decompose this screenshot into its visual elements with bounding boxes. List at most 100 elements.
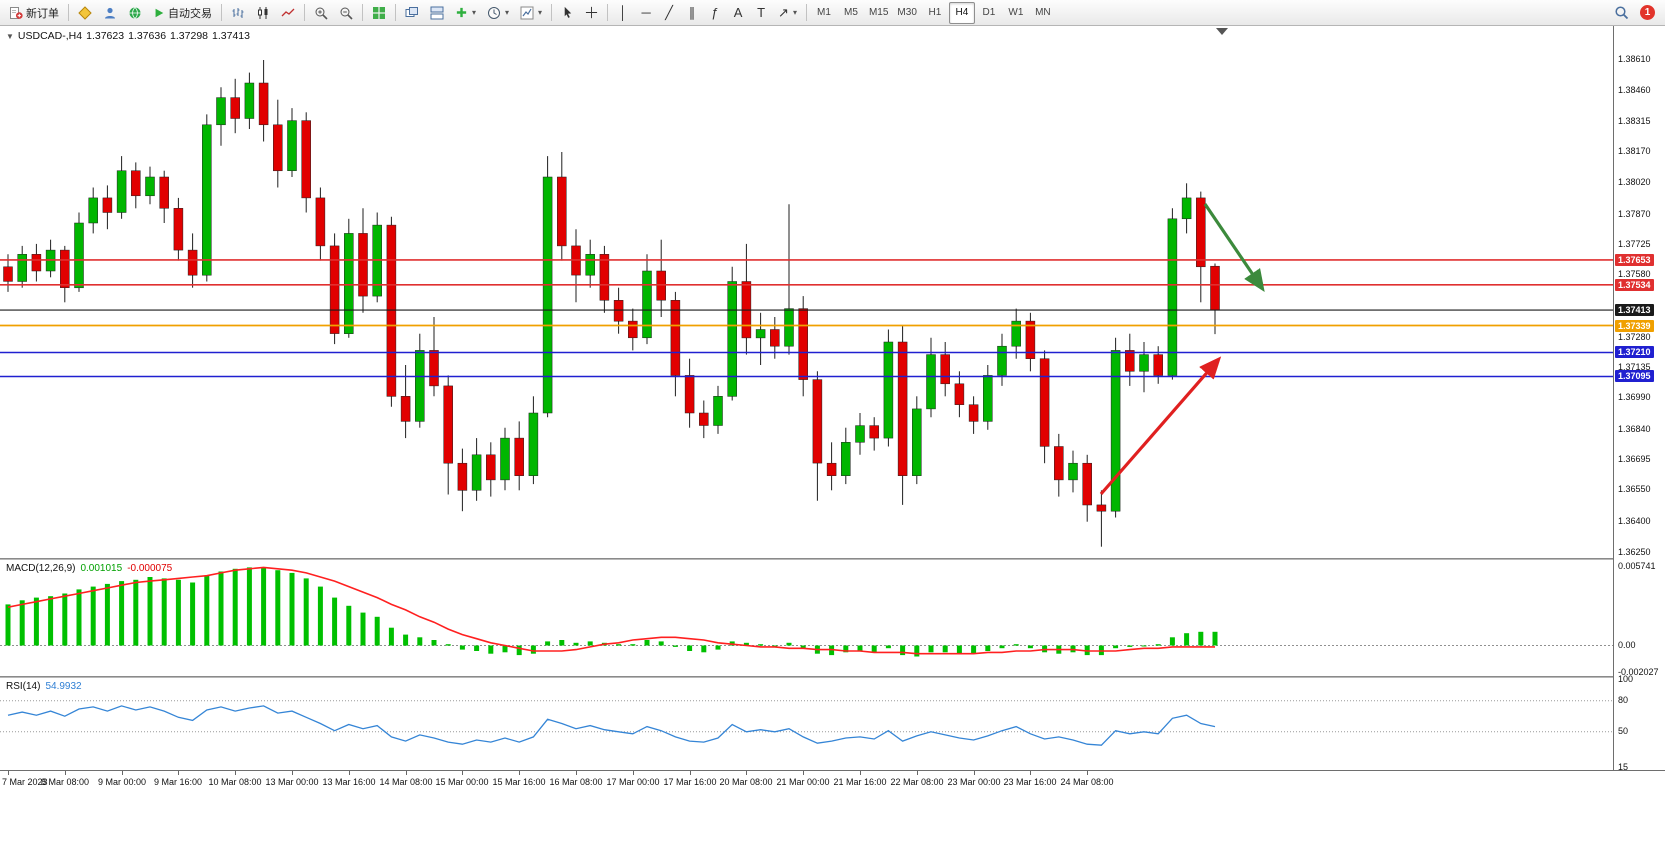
search-button[interactable]	[1609, 2, 1634, 24]
price-tick: 1.36990	[1618, 392, 1651, 402]
timeframe-button-m30[interactable]: M30	[893, 2, 920, 24]
arrange-windows-button[interactable]	[425, 2, 449, 24]
price-badge-1.37210: 1.37210	[1615, 346, 1654, 358]
price-tick: 1.38020	[1618, 177, 1651, 187]
time-label: 23 Mar 16:00	[1003, 777, 1057, 787]
time-tick	[633, 771, 634, 775]
mql-editor-button[interactable]	[73, 2, 97, 24]
time-label: 7 Mar 2023	[2, 777, 48, 787]
time-label: 23 Mar 00:00	[947, 777, 1001, 787]
chart-shift-marker[interactable]	[1216, 28, 1228, 35]
notification-badge[interactable]: 1	[1640, 5, 1655, 20]
time-tick	[122, 771, 123, 775]
time-label: 16 Mar 08:00	[549, 777, 603, 787]
market-watch-icon	[128, 6, 142, 20]
timeframe-button-m15[interactable]: M15	[865, 2, 892, 24]
zoom-in-button[interactable]	[309, 2, 333, 24]
channel-tool-button[interactable]: ∥	[681, 2, 703, 24]
label-tool-button[interactable]: T	[750, 2, 772, 24]
cursor-icon	[561, 6, 574, 19]
time-tick	[178, 771, 179, 775]
cursor-button[interactable]	[556, 2, 579, 24]
timeframe-button-m5[interactable]: M5	[838, 2, 864, 24]
bar-chart-button[interactable]	[226, 2, 250, 24]
time-tick	[519, 771, 520, 775]
price-badge-1.37653: 1.37653	[1615, 254, 1654, 266]
indicators-button[interactable]: ▾	[450, 2, 481, 24]
arrows-tool-button[interactable]: ↗ ▾	[773, 2, 802, 24]
macd-name: MACD(12,26,9)	[6, 563, 76, 574]
horizontal-line-icon: ─	[641, 5, 651, 20]
vertical-line-tool-button[interactable]: │	[612, 2, 634, 24]
timeframe-button-w1[interactable]: W1	[1003, 2, 1029, 24]
timeframe-button-h4[interactable]: H4	[948, 1, 975, 24]
line-chart-button[interactable]	[276, 2, 300, 24]
text-tool-button[interactable]: A	[727, 2, 749, 24]
price-axis[interactable]: 1.38610 1.38460 1.38315 1.38170 1.38020 1.378…	[1613, 26, 1665, 772]
profiles-button[interactable]	[98, 2, 122, 24]
rsi-panel[interactable]	[0, 678, 1613, 770]
time-axis[interactable]: 7 Mar 2023 8 Mar 08:00 9 Mar 00:00 9 Mar 16…	[0, 770, 1665, 793]
rsi-label: RSI(14) 54.9932	[6, 681, 87, 692]
rsi-tick: 50	[1618, 726, 1629, 736]
time-tick	[803, 771, 804, 775]
chevron-down-icon: ▾	[792, 8, 797, 17]
time-label: 13 Mar 16:00	[322, 777, 376, 787]
bar-chart-icon	[231, 6, 245, 20]
time-tick	[746, 771, 747, 775]
macd-label: MACD(12,26,9) 0.001015 -0.000075	[6, 563, 177, 574]
time-tick	[917, 771, 918, 775]
timeframe-button-mn[interactable]: MN	[1030, 2, 1056, 24]
fibonacci-tool-button[interactable]: ƒ	[704, 2, 726, 24]
horizontal-line-tool-button[interactable]: ─	[635, 2, 657, 24]
rsi-line	[7, 705, 1216, 746]
price-tick: 1.37135	[1618, 362, 1651, 372]
price-tick: 1.37870	[1618, 209, 1651, 219]
quote-high: 1.37636	[128, 30, 167, 42]
periods-button[interactable]: ▾	[482, 2, 514, 24]
crosshair-button[interactable]	[580, 2, 603, 24]
macd-signal-line	[7, 566, 1215, 655]
toolbar-separator	[805, 4, 807, 21]
collapse-triangle-icon[interactable]: ▼	[6, 32, 14, 41]
autotrading-button[interactable]: 自动交易	[148, 2, 217, 24]
quote-close: 1.37413	[212, 30, 250, 42]
macd-main-value: 0.001015	[80, 563, 123, 574]
panel-splitter-macd[interactable]	[0, 558, 1665, 560]
price-tick: 1.38315	[1618, 116, 1651, 126]
trendline-tool-button[interactable]: ╱	[658, 2, 680, 24]
green-down-arrow[interactable]	[1203, 203, 1265, 292]
time-label: 8 Mar 08:00	[40, 777, 90, 787]
macd-tick: -0.002027	[1618, 667, 1659, 677]
macd-histogram	[5, 567, 1218, 657]
arrange-windows-icon	[430, 6, 444, 20]
market-watch-button[interactable]	[123, 2, 147, 24]
chart-properties-button[interactable]: ▾	[515, 2, 547, 24]
tile-windows-button[interactable]	[367, 2, 391, 24]
price-chart[interactable]	[0, 26, 1613, 558]
price-tick: 1.38460	[1618, 85, 1651, 95]
timeframe-button-d1[interactable]: D1	[976, 2, 1002, 24]
candlestick-chart-button[interactable]	[251, 2, 275, 24]
price-tick: 1.36550	[1618, 484, 1651, 494]
autotrading-label: 自动交易	[168, 7, 212, 20]
timeframe-button-m1[interactable]: M1	[811, 2, 837, 24]
chart-properties-icon	[520, 6, 534, 20]
vertical-line-icon: │	[618, 5, 628, 20]
cascade-windows-button[interactable]	[400, 2, 424, 24]
rsi-tick: 100	[1618, 674, 1634, 684]
zoom-out-button[interactable]	[334, 2, 358, 24]
macd-panel[interactable]	[0, 560, 1613, 676]
toolbar-separator	[304, 4, 305, 21]
price-tick: 1.36695	[1618, 454, 1651, 464]
panel-splitter-rsi[interactable]	[0, 676, 1665, 678]
price-tick: 1.36400	[1618, 516, 1651, 526]
new-order-button[interactable]: 新订单	[4, 2, 64, 24]
time-label: 22 Mar 08:00	[890, 777, 944, 787]
toolbar: 新订单 自动交易	[0, 0, 1665, 26]
timeframe-button-h1[interactable]: H1	[922, 2, 948, 24]
time-label: 17 Mar 16:00	[663, 777, 717, 787]
red-up-arrow[interactable]	[1099, 356, 1222, 496]
macd-tick: 0.00	[1618, 640, 1636, 650]
